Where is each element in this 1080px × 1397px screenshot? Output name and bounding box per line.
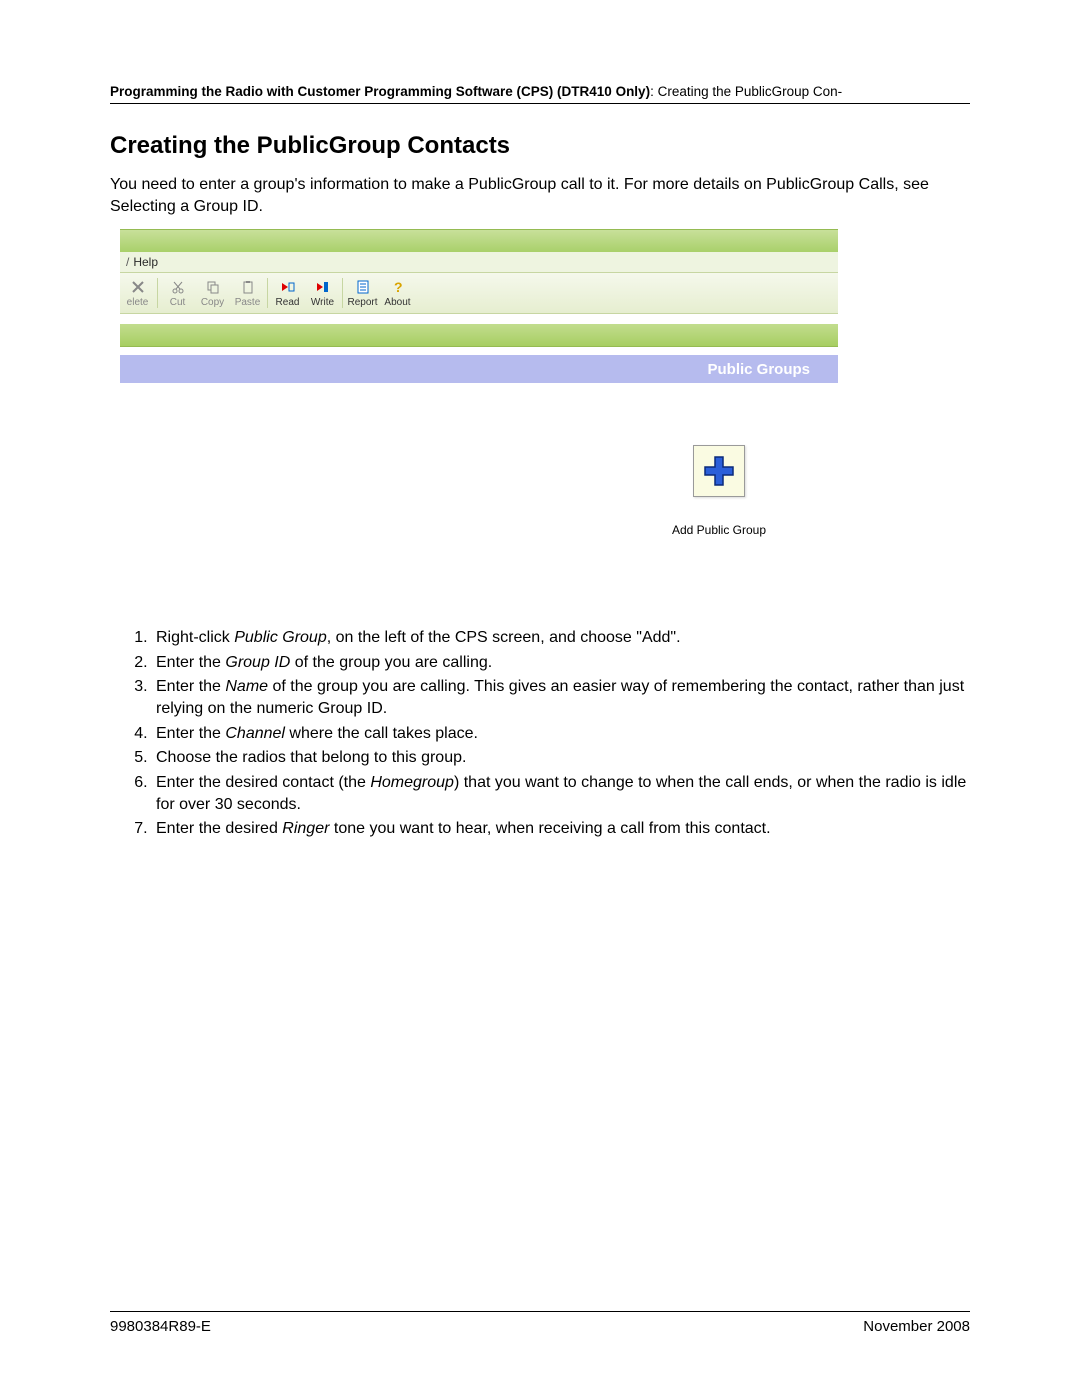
toolbar-separator [157,278,158,308]
step-1: Right-click Public Group, on the left of… [152,627,970,649]
paste-icon [240,279,256,295]
report-label: Report [347,297,377,308]
page-footer: 9980384R89-E November 2008 [110,1311,970,1335]
copy-label: Copy [201,297,224,308]
paste-label: Paste [235,297,261,308]
footer-doc-id: 9980384R89-E [110,1318,211,1335]
breadcrumb-header: Programming the Radio with Customer Prog… [110,84,970,104]
step-2: Enter the Group ID of the group you are … [152,652,970,674]
write-icon [315,279,331,295]
instruction-list: Right-click Public Group, on the left of… [110,627,970,841]
about-icon: ? [390,279,406,295]
plus-icon [701,453,737,489]
header-light: : Creating the PublicGroup Con- [650,84,842,99]
read-icon [280,279,296,295]
cut-icon [170,279,186,295]
public-groups-label: Public Groups [707,361,810,378]
add-public-group-label: Add Public Group [672,523,766,537]
svg-text:?: ? [394,280,403,294]
report-icon [355,279,371,295]
write-button[interactable]: Write [305,279,340,308]
paste-button[interactable]: Paste [230,279,265,308]
step-4: Enter the Channel where the call takes p… [152,723,970,745]
intro-text: You need to enter a group's information … [110,174,970,217]
sub-bar [120,324,838,347]
menu-help[interactable]: Help [133,255,158,269]
toolbar-separator [267,278,268,308]
step-5: Choose the radios that belong to this gr… [152,747,970,769]
write-label: Write [311,297,334,308]
add-public-group-button[interactable] [693,445,745,497]
footer-date: November 2008 [863,1318,970,1335]
step-3: Enter the Name of the group you are call… [152,676,970,721]
menu-bar: / Help [120,252,838,273]
read-label: Read [276,297,300,308]
about-button[interactable]: ? About [380,279,415,308]
delete-button[interactable]: elete [120,279,155,308]
step-7: Enter the desired Ringer tone you want t… [152,818,970,840]
title-bar [120,229,838,252]
about-label: About [384,297,410,308]
toolbar-separator [342,278,343,308]
menu-prefix: / [126,255,129,269]
cut-button[interactable]: Cut [160,279,195,308]
section-title: Creating the PublicGroup Contacts [110,132,970,160]
header-bold: Programming the Radio with Customer Prog… [110,84,650,99]
plus-shape [705,457,733,485]
copy-button[interactable]: Copy [195,279,230,308]
cps-screenshot: / Help elete Cut Copy [120,229,838,617]
delete-label: elete [127,297,149,308]
delete-icon [130,279,146,295]
public-groups-bar: Public Groups [120,355,838,383]
copy-icon [205,279,221,295]
step-6: Enter the desired contact (the Homegroup… [152,772,970,817]
report-button[interactable]: Report [345,279,380,308]
read-button[interactable]: Read [270,279,305,308]
cut-label: Cut [170,297,186,308]
toolbar: elete Cut Copy Paste [120,273,838,314]
